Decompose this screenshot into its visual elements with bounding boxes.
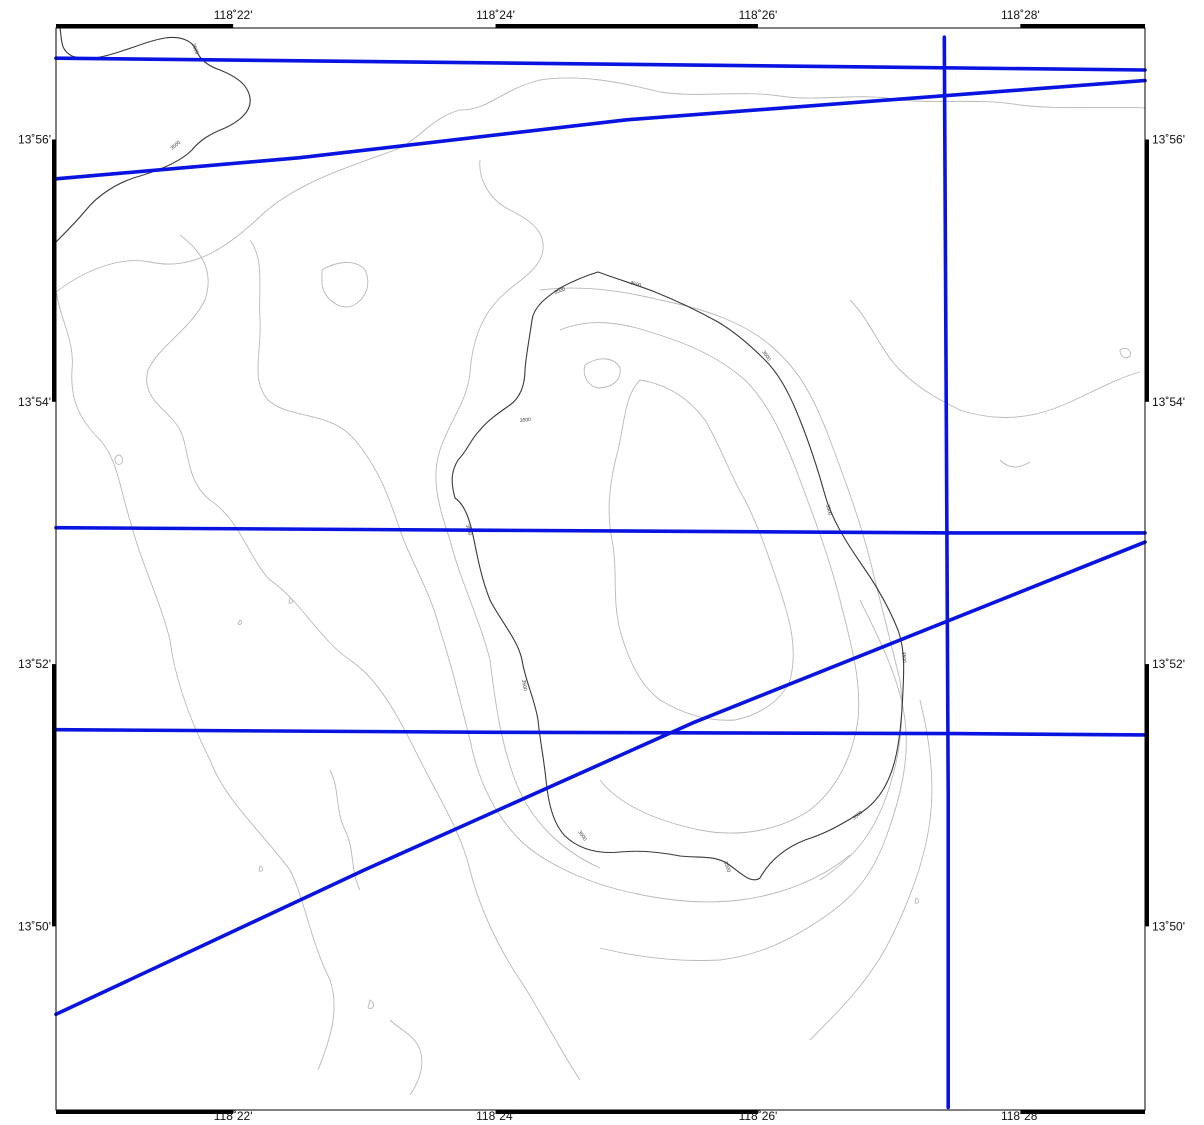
latitude-tick-label-left: 13˚54' bbox=[18, 395, 51, 409]
contour-label: 3500 bbox=[722, 861, 732, 874]
minor-contour bbox=[146, 234, 581, 1081]
contour-label: 3500 bbox=[629, 280, 642, 289]
track-line-5 bbox=[54, 540, 1147, 1017]
contour-label: 3500 bbox=[576, 830, 587, 843]
minor-contour bbox=[237, 619, 242, 625]
minor-contour bbox=[288, 597, 293, 604]
minor-contour bbox=[1119, 347, 1131, 359]
contour-label: 3500 bbox=[190, 43, 200, 56]
major-contour-3500 bbox=[451, 271, 905, 881]
minor-contour-lines bbox=[55, 77, 1146, 1096]
minor-contour bbox=[367, 999, 375, 1009]
longitude-tick-label-top: 118˚28' bbox=[1001, 8, 1040, 22]
longitude-tick-label-top: 118˚22' bbox=[214, 8, 253, 22]
latitude-tick-label-left: 13˚56' bbox=[18, 132, 51, 146]
minor-contour bbox=[435, 159, 601, 869]
longitude-tick-label-top: 118˚24' bbox=[476, 8, 515, 22]
contour-label: 3500 bbox=[824, 504, 833, 517]
longitude-tick-label-bottom: 118˚26' bbox=[739, 1109, 778, 1120]
frame-bar-segment bbox=[52, 664, 56, 927]
map-frame bbox=[52, 24, 1149, 1114]
track-line-2 bbox=[54, 78, 1147, 181]
minor-contour bbox=[849, 299, 1141, 418]
contour-label: 3500 bbox=[554, 286, 567, 296]
minor-contour bbox=[321, 262, 369, 308]
longitude-tick-label-bottom: 118˚28' bbox=[1001, 1109, 1040, 1120]
frame-bar-segment bbox=[495, 24, 758, 28]
track-line-1 bbox=[54, 56, 1147, 72]
frame-bar-segment bbox=[56, 24, 234, 28]
contour-label: 3500 bbox=[169, 140, 182, 152]
minor-contour bbox=[114, 454, 124, 465]
frame-bar-segment bbox=[1020, 1110, 1145, 1114]
latitude-tick-label-right: 13˚56' bbox=[1152, 132, 1185, 146]
contour-label: 3500 bbox=[851, 810, 864, 822]
minor-contour bbox=[539, 287, 903, 881]
frame-bar-segment bbox=[1145, 139, 1149, 402]
latitude-tick-label-right: 13˚50' bbox=[1152, 919, 1185, 933]
contour-label: 3500 bbox=[520, 679, 528, 691]
latitude-tick-label-right: 13˚52' bbox=[1152, 657, 1185, 671]
frame-bar-segment bbox=[52, 139, 56, 402]
frame-scale-bars bbox=[52, 24, 1149, 1114]
contour-label: 3500 bbox=[520, 417, 532, 424]
contour-label: 3500 bbox=[760, 350, 771, 363]
minor-contour bbox=[329, 769, 361, 891]
track-line-4 bbox=[54, 727, 1147, 737]
survey-track-lines bbox=[54, 35, 1147, 1110]
minor-contour bbox=[608, 379, 794, 721]
minor-contour bbox=[55, 289, 335, 1071]
minor-contour bbox=[258, 865, 263, 872]
longitude-tick-label-bottom: 118˚24' bbox=[476, 1109, 515, 1120]
minor-contour bbox=[249, 239, 851, 903]
contour-value-labels: 3500 3500 3500 3500 3500 3500 3500 3500 … bbox=[169, 43, 907, 874]
track-line-6 bbox=[942, 35, 951, 1110]
frame-bar-segment bbox=[56, 1110, 234, 1114]
longitude-tick-label-bottom: 118˚22' bbox=[214, 1109, 253, 1120]
minor-contour bbox=[809, 699, 933, 1041]
minor-contour bbox=[914, 897, 919, 904]
longitude-tick-label-top: 118˚26' bbox=[739, 8, 778, 22]
track-line-3 bbox=[54, 525, 1147, 535]
frame-bar-segment bbox=[1020, 24, 1145, 28]
frame-bar-segment bbox=[1145, 664, 1149, 927]
minor-contour bbox=[583, 358, 621, 389]
minor-contour bbox=[389, 1019, 423, 1096]
contour-label: 3500 bbox=[900, 652, 907, 664]
minor-contour bbox=[999, 459, 1031, 468]
latitude-tick-label-left: 13˚52' bbox=[18, 657, 51, 671]
latitude-tick-label-right: 13˚54' bbox=[1152, 395, 1185, 409]
frame-bar-segment bbox=[495, 1110, 758, 1114]
minor-contour bbox=[559, 322, 860, 834]
latitude-tick-label-left: 13˚50' bbox=[18, 919, 51, 933]
major-contour-lines bbox=[55, 27, 905, 881]
major-contour-coast bbox=[55, 27, 251, 243]
